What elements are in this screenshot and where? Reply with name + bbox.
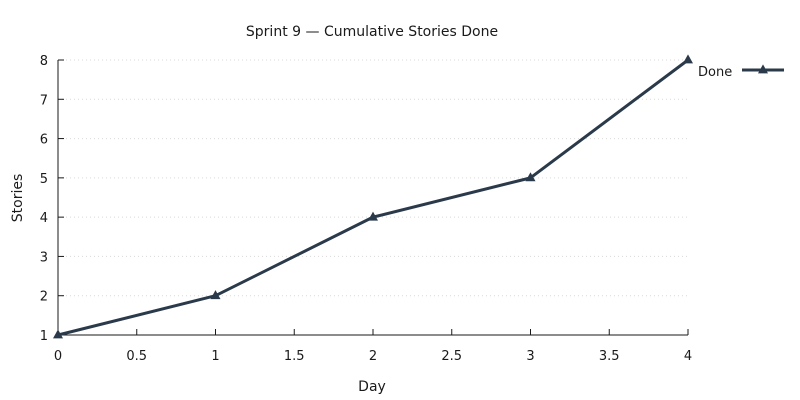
chart-title: Sprint 9 — Cumulative Stories Done <box>246 24 498 40</box>
x-tick-label-8: 4 <box>684 349 692 364</box>
x-tick-label-5: 2.5 <box>441 349 462 364</box>
data-point-0-2 <box>368 211 378 221</box>
legend-label-done: Done <box>698 65 732 80</box>
legend: Done <box>698 64 784 80</box>
y-tick-label-2: 3 <box>40 250 48 265</box>
y-tick-label-7: 8 <box>40 54 48 69</box>
y-tick-label-1: 2 <box>40 290 48 305</box>
data-point-0-3 <box>525 172 536 182</box>
data-point-0-4 <box>683 54 693 64</box>
y-tick-label-6: 7 <box>40 93 48 108</box>
series-group <box>53 54 693 339</box>
x-axis-label: Day <box>358 379 386 395</box>
gridlines <box>58 59 688 297</box>
x-tick-label-2: 1 <box>211 349 219 364</box>
y-ticks: 1 2 3 4 5 6 7 8 <box>40 54 64 344</box>
x-tick-label-7: 3.5 <box>599 349 620 364</box>
x-ticks: 0 0.5 1 1.5 2 2.5 3 3.5 4 <box>54 329 692 364</box>
y-tick-label-3: 4 <box>40 211 48 226</box>
x-tick-label-0: 0 <box>54 349 62 364</box>
data-point-0-0 <box>53 329 63 339</box>
y-tick-label-4: 5 <box>40 172 48 187</box>
x-tick-label-4: 2 <box>369 349 377 364</box>
series-line-0 <box>56 58 690 337</box>
legend-marker-done <box>758 64 768 74</box>
data-point-0-1 <box>210 290 221 300</box>
y-tick-label-0: 1 <box>40 329 48 344</box>
x-tick-label-6: 3 <box>526 349 534 364</box>
y-axis-label: Stories <box>10 174 26 223</box>
x-tick-label-3: 1.5 <box>284 349 305 364</box>
y-tick-label-5: 6 <box>40 133 48 148</box>
x-tick-label-1: 0.5 <box>126 349 147 364</box>
axes <box>57 60 688 336</box>
